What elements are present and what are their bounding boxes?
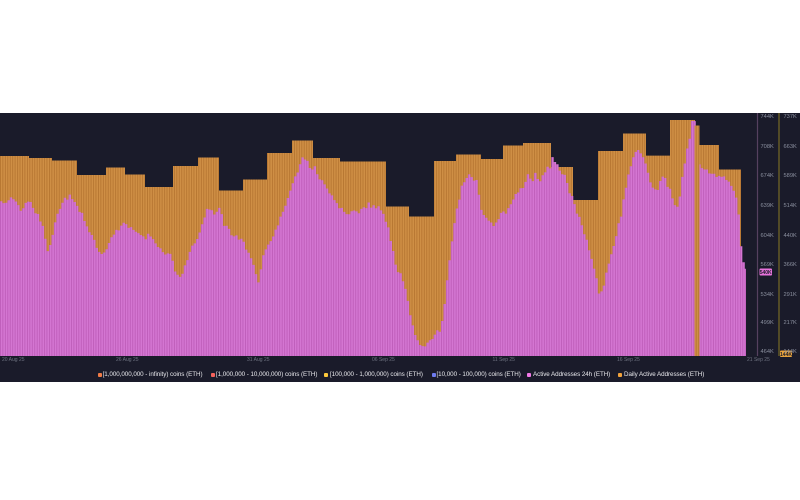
svg-text:144K: 144K xyxy=(780,352,792,358)
svg-text:540K: 540K xyxy=(760,270,772,276)
